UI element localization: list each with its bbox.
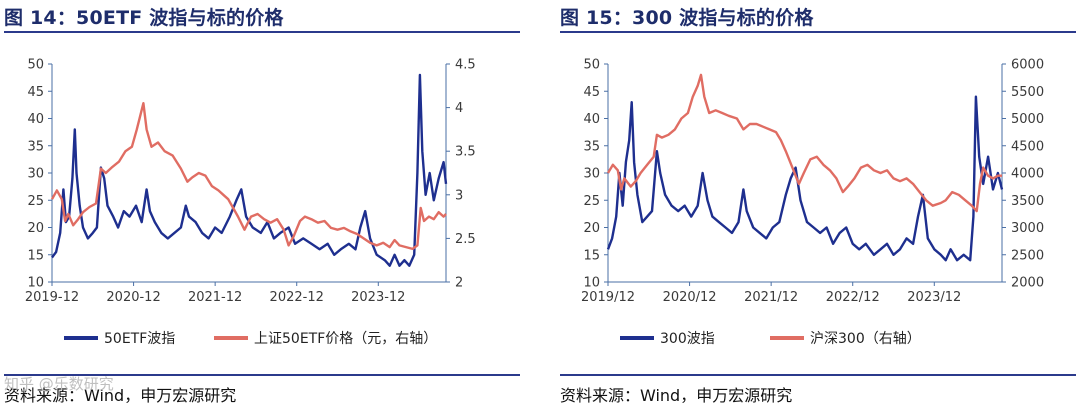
- x-tick-label: 2020-12: [106, 290, 160, 305]
- y-left-tick-label: 45: [583, 85, 600, 100]
- y-left-tick-label: 45: [27, 85, 44, 100]
- y-right-tick-label: 2.5: [455, 232, 476, 247]
- y-left-tick-label: 50: [583, 58, 600, 73]
- y-right-tick-label: 5000: [1011, 112, 1044, 127]
- y-right-tick-label: 4.5: [455, 58, 476, 73]
- y-right-tick-label: 2500: [1011, 248, 1044, 263]
- title-rule: [4, 31, 520, 33]
- y-left-tick-label: 30: [583, 167, 600, 182]
- legend-label: 上证50ETF价格（元，右轴）: [254, 331, 437, 347]
- y-right-tick-label: 3500: [1011, 194, 1044, 209]
- chart-50etf-plot: 10 15 20 25 30 35 40 45 50 2 2.5 3 3.5 4 4.5 2019-12 202…: [25, 58, 476, 348]
- source-rule: [560, 374, 1076, 376]
- y-right-tick-label: 2: [455, 276, 463, 291]
- y-left-tick-label: 10: [583, 276, 600, 291]
- source-rule: [4, 374, 520, 376]
- y-right-tick-label: 3000: [1011, 221, 1044, 236]
- series-line-right: [606, 73, 1002, 213]
- y-left-tick-label: 35: [583, 139, 600, 154]
- y-left-tick-label: 15: [27, 248, 44, 263]
- x-tick-label: 2019-12: [25, 290, 79, 305]
- watermark: 知乎 @乐数研究: [4, 375, 114, 393]
- y-left-tick-label: 25: [583, 194, 600, 209]
- chart-title: 图 14：50ETF 波指与标的价格: [4, 7, 284, 29]
- chart-300-plot: 10 15 20 25 30 35 40 45 50 2000 2500 3000 3500 4000 45…: [581, 58, 1044, 348]
- y-left-tick-label: 25: [27, 194, 44, 209]
- y-left-tick-label: 20: [27, 221, 44, 236]
- source-note: 资料来源：Wind，申万宏源研究: [4, 386, 237, 405]
- y-right-tick-label: 4000: [1011, 167, 1044, 182]
- x-tick-label: 2019/12: [581, 290, 635, 305]
- y-right-tick-label: 5500: [1011, 85, 1044, 100]
- x-tick-label: 2022-12: [270, 290, 324, 305]
- y-left-tick-label: 50: [27, 58, 44, 73]
- legend-label: 300波指: [660, 331, 715, 347]
- x-tick-label: 2023/12: [907, 290, 961, 305]
- series-line-left: [606, 95, 1004, 262]
- x-tick-label: 2023-12: [351, 290, 405, 305]
- y-left-tick-label: 15: [583, 248, 600, 263]
- title-rule: [560, 31, 1076, 33]
- y-right-tick-label: 2000: [1011, 276, 1044, 291]
- y-left-tick-label: 35: [27, 139, 44, 154]
- x-tick-label: 2020/12: [663, 290, 717, 305]
- y-right-tick-label: 4: [455, 101, 463, 116]
- x-tick-label: 2022/12: [826, 290, 880, 305]
- x-tick-label: 2021/12: [744, 290, 798, 305]
- y-right-tick-label: 6000: [1011, 58, 1044, 73]
- legend-label: 50ETF波指: [104, 331, 175, 347]
- chart-panel-300: 图 15：300 波指与标的价格 10 15 20 25 30 35 40 45 50 2000 2…: [560, 0, 1080, 413]
- y-right-tick-label: 4500: [1011, 139, 1044, 154]
- y-left-tick-label: 40: [583, 112, 600, 127]
- source-note: 资料来源：Wind，申万宏源研究: [560, 386, 793, 405]
- x-tick-label: 2021-12: [188, 290, 242, 305]
- y-left-tick-label: 10: [27, 276, 44, 291]
- series-line-right: [50, 102, 447, 251]
- chart-panel-50etf: 图 14：50ETF 波指与标的价格 10 15 20 25 30 35 40 45 50 2 2.…: [4, 0, 524, 413]
- y-left-tick-label: 20: [583, 221, 600, 236]
- series-line-left: [51, 73, 448, 267]
- legend-label: 沪深300（右轴）: [810, 331, 921, 347]
- y-right-tick-label: 3: [455, 188, 463, 203]
- y-left-tick-label: 40: [27, 112, 44, 127]
- y-left-tick-label: 30: [27, 167, 44, 182]
- y-right-tick-label: 3.5: [455, 145, 476, 160]
- chart-title: 图 15：300 波指与标的价格: [560, 7, 814, 29]
